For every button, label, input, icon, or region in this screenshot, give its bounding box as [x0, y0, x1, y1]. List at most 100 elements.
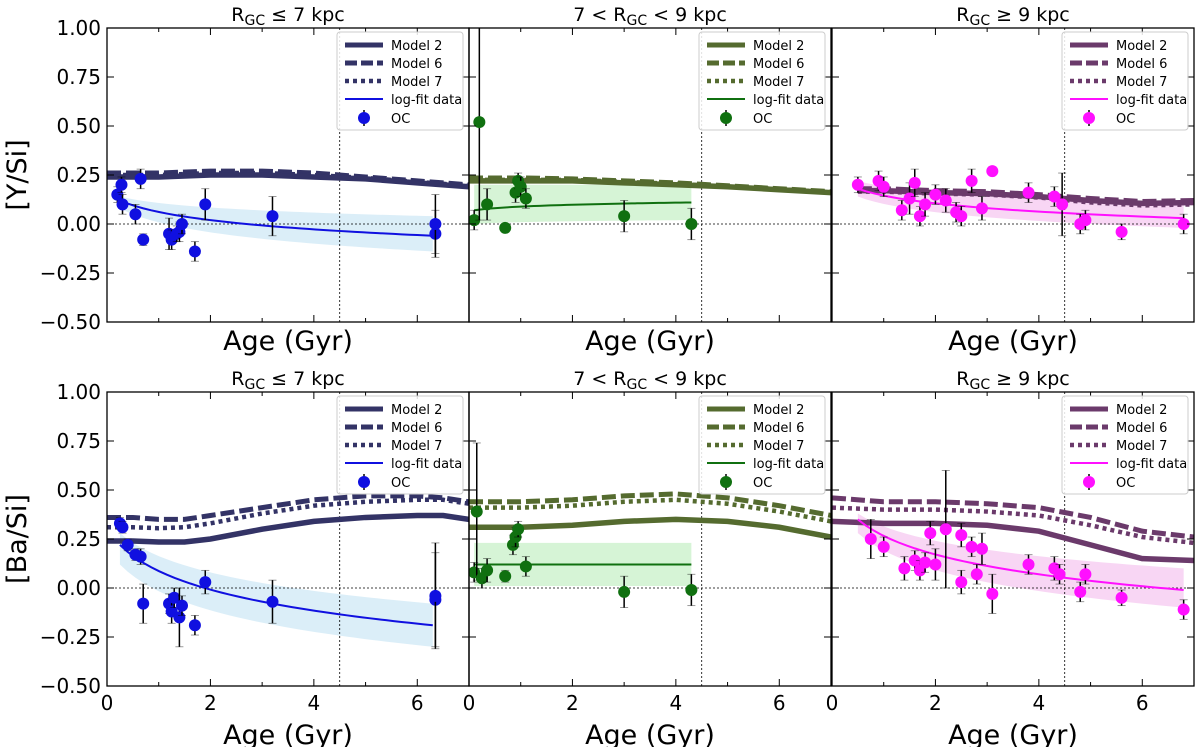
legend-swatch-oc — [720, 476, 732, 488]
panel-title-rest: < 9 kpc — [647, 368, 727, 390]
legend-label: OC — [391, 112, 410, 127]
panel-title-pre: R — [231, 368, 244, 390]
oc-point — [514, 180, 527, 193]
oc-point — [929, 558, 942, 571]
oc-point — [129, 208, 142, 221]
panel-plot-area — [832, 28, 1194, 322]
oc-point — [116, 198, 129, 211]
oc-point — [685, 583, 698, 596]
oc-point — [519, 560, 532, 573]
x-tick-label: 2 — [204, 691, 217, 715]
x-tick-label: 2 — [566, 691, 579, 715]
model-6-line — [832, 495, 1194, 540]
panel-title-pre: R — [956, 4, 969, 26]
oc-point — [519, 192, 532, 205]
oc-point — [1177, 603, 1190, 616]
oc-point — [1048, 190, 1061, 203]
model-6-line — [107, 493, 469, 522]
y-tick-label: 0.75 — [56, 429, 101, 453]
legend-box — [1061, 395, 1189, 495]
oc-point — [429, 218, 442, 230]
y-tick-label: −0.25 — [40, 261, 101, 285]
panel-title: RGC ≥ 9 kpc — [956, 368, 1069, 393]
oc-point — [1079, 568, 1092, 581]
panel-title-sub: GC — [244, 13, 265, 29]
oc-point — [908, 176, 921, 189]
legend-label: Model 2 — [391, 403, 442, 418]
panel-plot-area — [469, 392, 831, 686]
panel-title-sub: GC — [969, 13, 990, 29]
oc-point — [955, 210, 968, 223]
legend-label: Model 6 — [1116, 421, 1167, 436]
panel-title-rest: ≥ 9 kpc — [990, 368, 1070, 390]
oc-point — [1053, 568, 1066, 581]
oc-point — [851, 178, 864, 191]
oc-point — [199, 576, 212, 589]
oc-point — [919, 556, 932, 569]
legend-swatch-oc — [1083, 112, 1095, 124]
oc-point — [986, 165, 999, 178]
legend-label: Model 2 — [753, 39, 804, 54]
panel-plot-area — [107, 28, 469, 322]
oc-point — [1022, 558, 1035, 571]
legend-label: Model 2 — [1116, 39, 1167, 54]
panel-title-pre: R — [231, 4, 244, 26]
panel-title: 7 < RGC < 9 kpc — [573, 4, 727, 29]
legend-label: OC — [753, 112, 772, 127]
legend-label: OC — [1116, 476, 1135, 491]
panel-Ba-inner: 0 2 4 6 −0.50 −0.25 0.00 0.25 0.50 0.75 1.00 Age (G… — [40, 368, 470, 751]
x-tick-label: 0 — [826, 691, 839, 715]
oc-point — [499, 221, 512, 234]
legend-label: Model 6 — [753, 57, 804, 72]
model-6-line — [469, 491, 831, 518]
oc-point — [115, 178, 128, 191]
oc-point — [913, 210, 926, 223]
panel-title: 7 < RGC < 9 kpc — [573, 368, 727, 393]
oc-point — [429, 589, 442, 602]
model-2-line — [469, 178, 831, 196]
legend-box — [1061, 31, 1189, 131]
legend-label: Model 7 — [391, 75, 442, 90]
x-axis-label: Age (Gyr) — [223, 326, 353, 357]
legend: Model 2 Model 6 Model 7 log-fit data OC — [698, 31, 826, 131]
legend-label: log-fit data — [753, 93, 824, 108]
y-tick-label: 0.50 — [56, 114, 101, 138]
oc-point — [898, 562, 911, 575]
panel-title: RGC ≥ 9 kpc — [956, 4, 1069, 29]
oc-point — [111, 188, 124, 201]
legend-label: OC — [753, 476, 772, 491]
oc-point — [929, 188, 942, 201]
oc-point — [975, 202, 988, 215]
legend-label: Model 7 — [753, 75, 804, 90]
fit-band — [857, 180, 1184, 228]
panel-title-sub: GC — [244, 377, 265, 393]
panel-plot-area — [107, 392, 469, 686]
oc-point — [1022, 186, 1035, 199]
x-tick-label: 4 — [669, 691, 682, 715]
oc-point — [877, 540, 890, 553]
oc-point — [134, 172, 147, 185]
oc-point — [618, 585, 631, 598]
legend-label: Model 7 — [391, 439, 442, 454]
oc-point — [266, 595, 279, 608]
oc-point — [1079, 214, 1092, 227]
oc-point — [175, 599, 188, 612]
oc-point — [134, 550, 147, 563]
x-tick-label: 4 — [1032, 691, 1045, 715]
oc-point — [481, 564, 494, 577]
oc-point — [986, 587, 999, 600]
oc-point — [895, 204, 908, 217]
oc-point — [175, 218, 188, 230]
legend-label: Model 6 — [753, 421, 804, 436]
y-axis-label: [Y/Si] — [2, 139, 33, 210]
oc-point — [908, 554, 921, 567]
legend-label: Model 7 — [1116, 439, 1167, 454]
x-tick-label: 0 — [101, 691, 114, 715]
model-7-line — [107, 497, 469, 531]
oc-point — [116, 521, 129, 534]
y-tick-label: 0.00 — [56, 212, 101, 236]
oc-point — [121, 538, 134, 551]
model-2-line — [857, 187, 1194, 207]
